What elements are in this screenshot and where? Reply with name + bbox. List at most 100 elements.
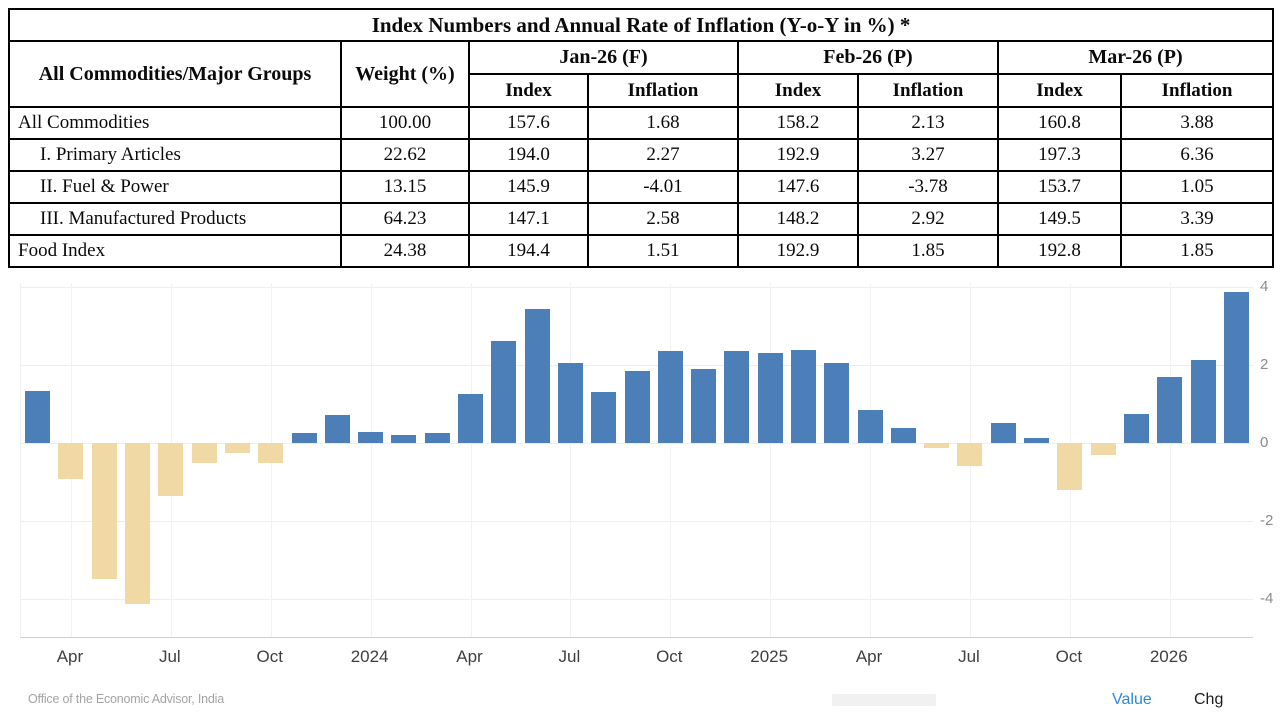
inflation-table: Index Numbers and Annual Rate of Inflati… bbox=[7, 8, 1275, 268]
cell-value: 2.13 bbox=[857, 106, 999, 140]
gridline-horizontal bbox=[21, 443, 1253, 444]
bar-Sep-23 bbox=[224, 443, 250, 454]
gridline-vertical bbox=[570, 283, 572, 637]
cell-value: 148.2 bbox=[737, 202, 859, 236]
row-label: I. Primary Articles bbox=[8, 138, 342, 172]
gridline-horizontal bbox=[21, 599, 1253, 600]
bar-May-23 bbox=[91, 443, 117, 579]
cell-value: 2.27 bbox=[587, 138, 739, 172]
bar-Mar-26 bbox=[1223, 291, 1249, 443]
bar-Nov-25 bbox=[1090, 443, 1116, 455]
x-tick-label: Apr bbox=[456, 647, 483, 666]
bar-Jan-25 bbox=[757, 352, 783, 443]
bar-Feb-25 bbox=[790, 350, 816, 443]
x-tick-label: Jul bbox=[958, 647, 980, 666]
cell-value: 194.0 bbox=[468, 138, 589, 172]
bar-Dec-23 bbox=[324, 414, 350, 443]
cell-value: 157.6 bbox=[468, 106, 589, 140]
bar-Mar-23 bbox=[25, 390, 51, 443]
cell-value: 1.51 bbox=[587, 234, 739, 268]
x-tick-label: Apr bbox=[56, 647, 84, 666]
bar-Oct-25 bbox=[1057, 443, 1083, 491]
x-tick-label: Oct bbox=[1055, 647, 1083, 666]
row-label: III. Manufactured Products bbox=[8, 202, 342, 236]
x-tick-label: Oct bbox=[656, 647, 683, 666]
table-row: All Commodities 100.00 157.6 1.68 158.2 … bbox=[8, 106, 1275, 140]
table-title: Index Numbers and Annual Rate of Inflati… bbox=[7, 8, 1275, 42]
bar-Sep-25 bbox=[1024, 437, 1050, 443]
x-tick-label: 2025 bbox=[750, 647, 789, 666]
gridline-vertical bbox=[1169, 283, 1171, 637]
cell-value: 2.58 bbox=[587, 202, 739, 236]
x-tick-label: Apr bbox=[855, 647, 883, 666]
gridline-horizontal bbox=[21, 365, 1253, 366]
cell-weight: 13.15 bbox=[340, 170, 470, 204]
cell-value: 3.27 bbox=[857, 138, 999, 172]
bar-Jul-24 bbox=[557, 363, 583, 443]
col-header-mar26: Mar-26 (P) bbox=[996, 40, 1275, 75]
cell-value: 194.4 bbox=[468, 234, 589, 268]
bar-Apr-23 bbox=[58, 443, 84, 479]
table-row: II. Fuel & Power 13.15 145.9 -4.01 147.6… bbox=[8, 170, 1275, 204]
inflation-bar-chart: 4 2 0 -2 -4 Apr Jul Oct 2024 Apr Jul Oct 2025 Apr Jul… bbox=[0, 278, 1280, 673]
table-row: III. Manufactured Products 64.23 147.1 2… bbox=[8, 202, 1275, 236]
cell-value: 1.85 bbox=[857, 234, 999, 268]
cell-value: 1.05 bbox=[1119, 170, 1275, 204]
bar-Jul-25 bbox=[957, 443, 983, 466]
cell-value: 158.2 bbox=[737, 106, 859, 140]
y-tick-label: 2 bbox=[1260, 356, 1269, 373]
col-header-weight: Weight (%) bbox=[340, 40, 470, 108]
cell-value: -3.78 bbox=[857, 170, 999, 204]
watermark bbox=[832, 694, 936, 706]
subheader-index: Index bbox=[997, 73, 1122, 108]
bar-Jun-25 bbox=[924, 443, 950, 449]
legend-toggle-chg[interactable]: Chg bbox=[1194, 691, 1224, 708]
bar-Aug-23 bbox=[191, 443, 217, 464]
legend-toggle-value[interactable]: Value bbox=[1112, 691, 1152, 708]
col-header-jan26: Jan-26 (F) bbox=[468, 40, 739, 75]
cell-value: 3.39 bbox=[1119, 202, 1275, 236]
x-tick-label: Jul bbox=[158, 647, 181, 666]
bar-Nov-23 bbox=[291, 432, 317, 443]
cell-value: 2.92 bbox=[857, 202, 999, 236]
bar-Apr-24 bbox=[458, 393, 483, 443]
cell-weight: 22.62 bbox=[340, 138, 470, 172]
bar-Sep-24 bbox=[624, 371, 650, 443]
cell-weight: 24.38 bbox=[340, 234, 470, 268]
bar-Jul-23 bbox=[158, 443, 184, 497]
cell-weight: 64.23 bbox=[340, 202, 470, 236]
chart-plot-area bbox=[20, 283, 1253, 638]
gridline-horizontal bbox=[21, 287, 1253, 288]
cell-value: 192.9 bbox=[737, 138, 859, 172]
x-tick-label: 2026 bbox=[1149, 647, 1188, 666]
bar-Jan-26 bbox=[1157, 377, 1183, 443]
x-tick-label: 2024 bbox=[350, 647, 389, 666]
bar-Mar-24 bbox=[424, 432, 450, 443]
subheader-index: Index bbox=[737, 73, 859, 108]
cell-value: 197.3 bbox=[997, 138, 1122, 172]
bar-Mar-25 bbox=[824, 363, 850, 443]
bar-May-24 bbox=[491, 341, 517, 443]
cell-value: 192.9 bbox=[737, 234, 859, 268]
cell-value: 160.8 bbox=[997, 106, 1122, 140]
cell-value: 3.88 bbox=[1119, 106, 1275, 140]
cell-value: 192.8 bbox=[997, 234, 1122, 268]
bar-Oct-24 bbox=[657, 350, 683, 443]
bar-Dec-25 bbox=[1123, 413, 1149, 443]
cell-value: -4.01 bbox=[587, 170, 739, 204]
row-label: II. Fuel & Power bbox=[8, 170, 342, 204]
cell-value: 1.68 bbox=[587, 106, 739, 140]
row-label: All Commodities bbox=[8, 106, 342, 140]
source-attribution: Office of the Economic Advisor, India bbox=[28, 692, 224, 706]
bar-May-25 bbox=[890, 427, 916, 443]
gridline-vertical bbox=[670, 283, 672, 637]
row-label: Food Index bbox=[8, 234, 342, 268]
cell-value: 149.5 bbox=[997, 202, 1122, 236]
cell-value: 6.36 bbox=[1119, 138, 1275, 172]
cell-weight: 100.00 bbox=[340, 106, 470, 140]
gridline-vertical bbox=[770, 283, 772, 637]
cell-value: 147.1 bbox=[468, 202, 589, 236]
bar-Feb-24 bbox=[391, 435, 417, 443]
bar-Dec-24 bbox=[724, 350, 750, 443]
